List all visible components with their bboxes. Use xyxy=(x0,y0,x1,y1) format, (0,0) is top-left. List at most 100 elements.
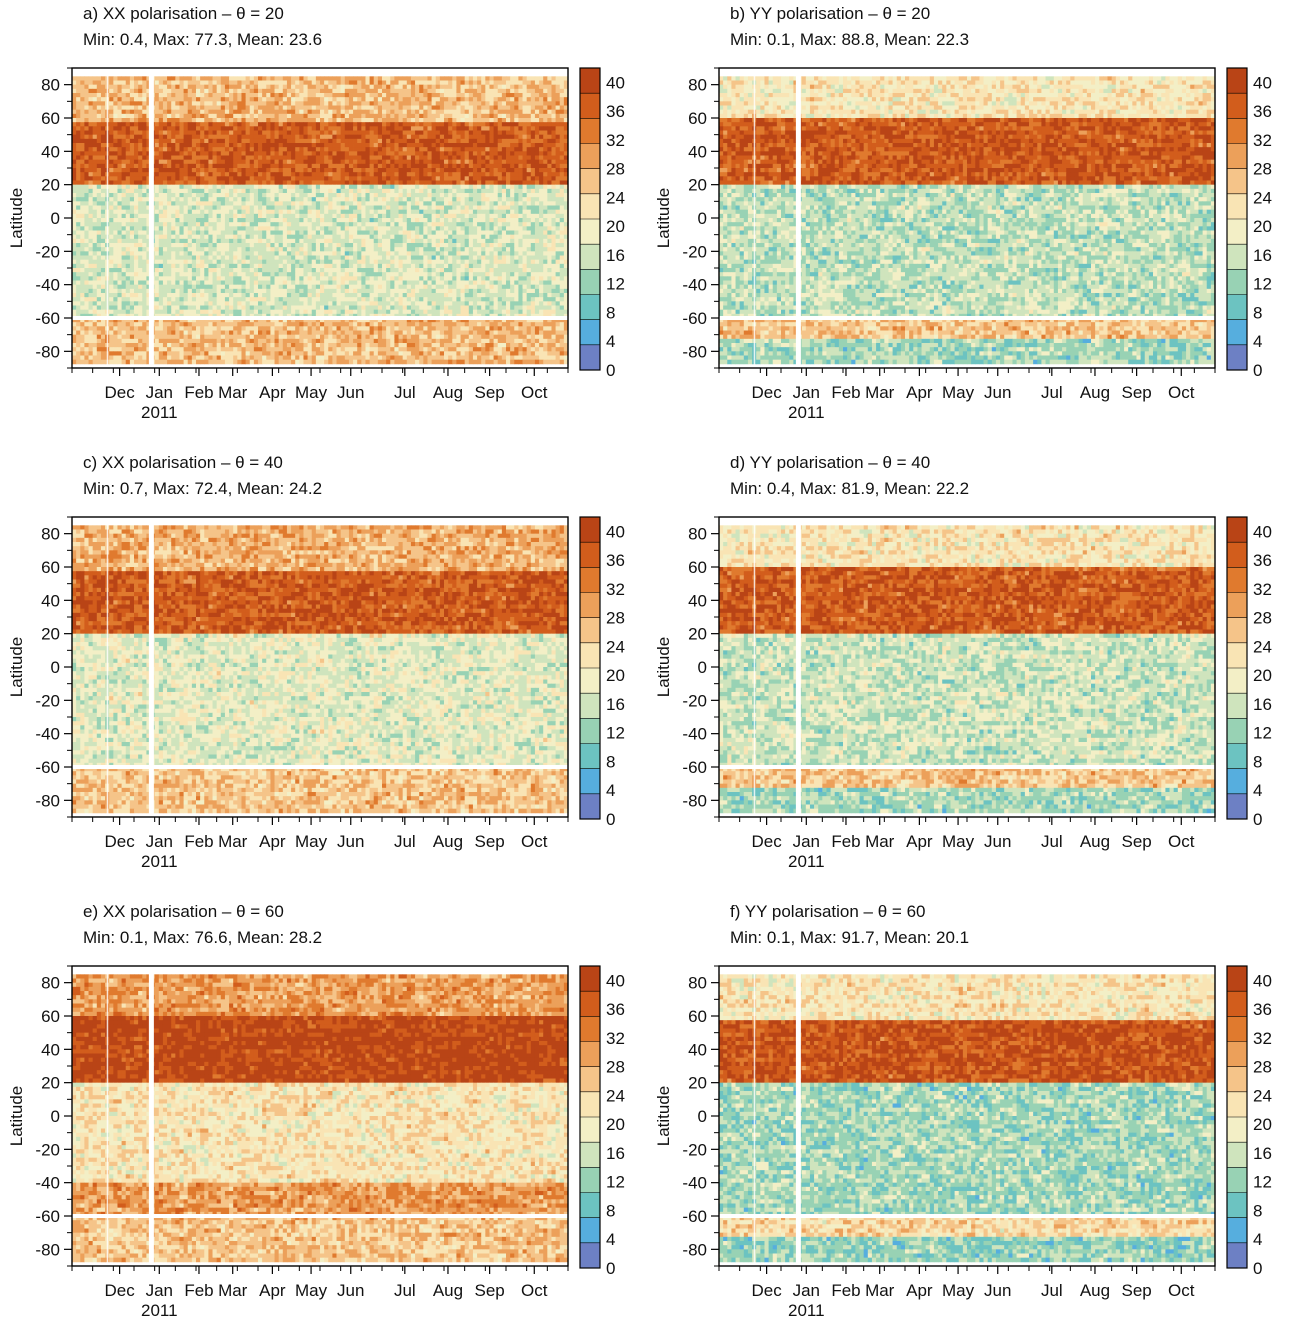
heatmap-cell xyxy=(80,243,85,248)
heatmap-cell xyxy=(344,209,350,215)
heatmap-cell xyxy=(179,105,184,111)
heatmap-cell xyxy=(237,118,242,123)
heatmap-cell xyxy=(258,163,263,169)
heatmap-cell xyxy=(100,134,106,140)
heatmap-cell xyxy=(245,138,251,144)
heatmap-cell xyxy=(386,168,391,173)
heatmap-cell xyxy=(278,163,284,169)
heatmap-cell xyxy=(448,143,453,148)
heatmap-cell xyxy=(386,159,391,165)
heatmap-cell xyxy=(448,243,453,248)
heatmap-cell xyxy=(514,193,519,198)
heatmap-cell xyxy=(84,113,89,119)
heatmap-cell xyxy=(419,205,424,211)
heatmap-cell xyxy=(477,134,482,140)
heatmap-cell xyxy=(373,209,379,215)
heatmap-cell xyxy=(382,230,387,236)
heatmap-cell xyxy=(398,218,404,223)
heatmap-cell xyxy=(501,188,507,194)
heatmap-cell xyxy=(402,180,408,186)
heatmap-cell xyxy=(332,188,337,194)
heatmap-cell xyxy=(427,163,432,169)
heatmap-cell xyxy=(146,138,151,144)
heatmap-cell xyxy=(88,188,94,194)
heatmap-cell xyxy=(113,184,118,190)
heatmap-cell xyxy=(518,138,523,144)
heatmap-cell xyxy=(299,105,304,111)
heatmap-cell xyxy=(497,130,503,136)
heatmap-cell xyxy=(373,130,379,136)
heatmap-cell xyxy=(175,93,180,98)
heatmap-cell xyxy=(233,130,238,136)
heatmap-cell xyxy=(262,172,267,177)
heatmap-cell xyxy=(390,226,395,231)
heatmap-cell xyxy=(204,172,209,177)
heatmap-cell xyxy=(109,147,114,152)
heatmap-cell xyxy=(456,118,461,123)
heatmap-cell xyxy=(340,122,346,127)
heatmap-cell xyxy=(92,201,98,206)
heatmap-cell xyxy=(332,226,337,231)
heatmap-cell xyxy=(245,76,251,81)
heatmap-cell xyxy=(286,97,292,102)
heatmap-cell xyxy=(410,101,416,106)
heatmap-cell xyxy=(233,109,238,115)
heatmap-cell xyxy=(444,109,449,115)
heatmap-cell xyxy=(452,188,457,194)
heatmap-cell xyxy=(489,134,494,140)
heatmap-cell xyxy=(138,201,143,206)
heatmap-cell xyxy=(196,88,201,94)
heatmap-cell xyxy=(270,80,275,86)
heatmap-cell xyxy=(506,218,511,223)
heatmap-cell xyxy=(121,143,127,148)
heatmap-cell xyxy=(427,134,432,140)
heatmap-cell xyxy=(468,222,474,227)
heatmap-cell xyxy=(501,113,507,119)
heatmap-cell xyxy=(224,155,230,161)
heatmap-cell xyxy=(200,247,205,252)
heatmap-cell xyxy=(282,209,288,215)
heatmap-cell xyxy=(72,151,77,156)
heatmap-cell xyxy=(506,113,511,119)
heatmap-cell xyxy=(121,118,127,123)
heatmap-cell xyxy=(402,201,408,206)
heatmap-cell xyxy=(522,238,528,244)
heatmap-cell xyxy=(220,184,226,190)
heatmap-cell xyxy=(303,201,308,206)
heatmap-cell xyxy=(291,88,296,94)
heatmap-cell xyxy=(154,213,160,219)
heatmap-cell xyxy=(158,93,164,98)
heatmap-cell xyxy=(121,126,127,131)
heatmap-cell xyxy=(369,101,375,106)
heatmap-cell xyxy=(134,201,139,206)
heatmap-cell xyxy=(456,230,461,236)
heatmap-cell xyxy=(328,205,333,211)
heatmap-cell xyxy=(477,113,482,119)
heatmap-cell xyxy=(315,159,321,165)
heatmap-cell xyxy=(369,176,375,181)
heatmap-cell xyxy=(501,130,507,136)
heatmap-cell xyxy=(419,143,424,148)
heatmap-cell xyxy=(303,226,308,231)
heatmap-cell xyxy=(179,193,184,198)
heatmap-cell xyxy=(563,118,569,123)
heatmap-cell xyxy=(138,238,143,244)
heatmap-cell xyxy=(179,230,184,236)
heatmap-cell xyxy=(543,105,548,111)
heatmap-cell xyxy=(241,113,246,119)
heatmap-cell xyxy=(439,163,445,169)
heatmap-cell xyxy=(336,159,342,165)
heatmap-cell xyxy=(410,105,416,111)
heatmap-cell xyxy=(291,172,296,177)
heatmap-cell xyxy=(162,138,168,144)
heatmap-cell xyxy=(551,138,556,144)
heatmap-cell xyxy=(109,126,114,131)
heatmap-cell xyxy=(162,84,168,90)
heatmap-cell xyxy=(522,243,528,248)
heatmap-cell xyxy=(84,226,89,231)
heatmap-cell xyxy=(406,184,412,190)
heatmap-cell xyxy=(406,155,412,161)
heatmap-cell xyxy=(398,88,404,94)
heatmap-cell xyxy=(419,76,424,81)
heatmap-cell xyxy=(266,197,271,202)
